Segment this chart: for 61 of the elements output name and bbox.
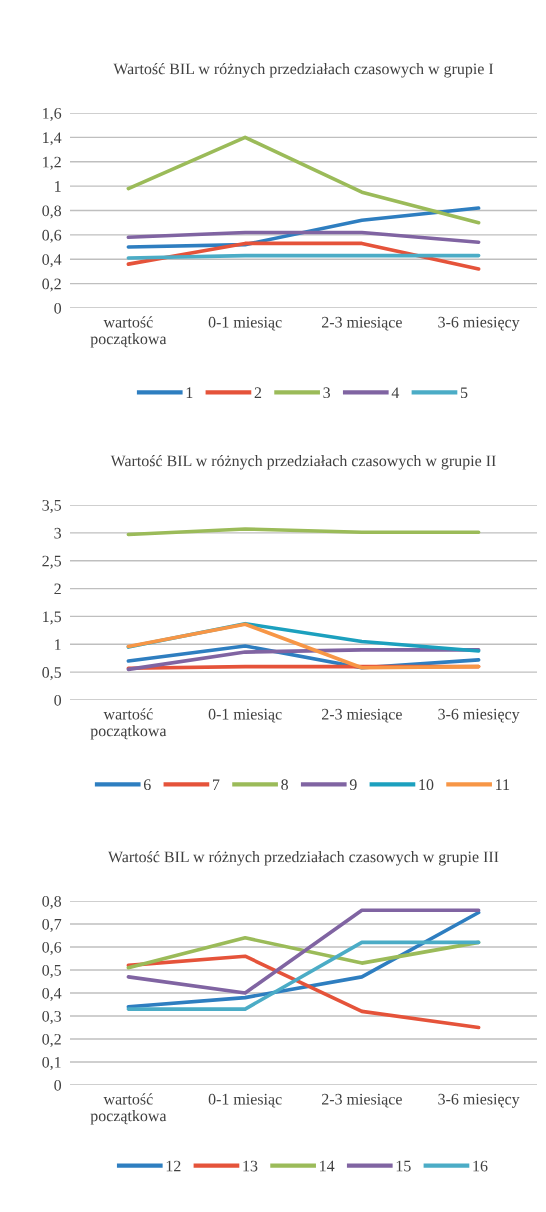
legend-label: 12 xyxy=(166,1160,181,1172)
x-tick-label: 0-1 miesiąc xyxy=(208,316,282,331)
x-tick-label: 3-6 miesięcy xyxy=(438,316,520,331)
x-tick-label: 2-3 miesiące xyxy=(322,316,402,331)
legend-label: 2 xyxy=(254,387,262,398)
x-tick-label: 0-1 miesiąc xyxy=(208,708,282,723)
legend-label: 14 xyxy=(320,1160,335,1172)
y-tick-label: 0,4 xyxy=(42,987,62,1001)
y-tick-label: 1 xyxy=(55,639,61,650)
line-series xyxy=(126,622,481,670)
legend-label: 8 xyxy=(281,779,289,791)
y-tick-label: 1,6 xyxy=(43,107,62,121)
chart-title: Wartość BIL w różnych przedziałach czasowych w grupie III xyxy=(107,851,499,866)
legend-label: 5 xyxy=(460,387,468,399)
legend-label: 11 xyxy=(496,779,510,790)
legend-label: 16 xyxy=(473,1160,488,1172)
y-tick-label: 0,4 xyxy=(42,254,62,268)
y-tick-label: 2 xyxy=(54,583,61,595)
y-tick-label: 0,6 xyxy=(42,229,62,243)
x-tick-label: 2-3 miesiące xyxy=(322,708,402,723)
y-tick-label: 0,7 xyxy=(42,918,62,932)
x-tick-label: 0-1 miesiąc xyxy=(208,1093,282,1108)
y-tick-label: 0,1 xyxy=(42,1056,61,1070)
y-tick-label: 0 xyxy=(54,694,62,706)
chart-title: Wartość BIL w różnych przedziałach czasowych w grupie II xyxy=(110,455,496,470)
legend-label: 3 xyxy=(323,387,331,399)
legend-label: 7 xyxy=(213,779,220,790)
line-series xyxy=(126,954,481,1030)
legend-label: 15 xyxy=(396,1160,411,1172)
line-series xyxy=(126,135,481,225)
y-tick-label: 3 xyxy=(54,527,62,539)
y-tick-label: 1,5 xyxy=(43,611,62,625)
legend-label: 10 xyxy=(419,779,434,791)
y-tick-label: 0,5 xyxy=(42,667,62,681)
legend-label: 1 xyxy=(186,387,193,398)
y-tick-label: 2,5 xyxy=(42,555,62,569)
legend-label: 13 xyxy=(243,1160,258,1172)
y-tick-label: 0,2 xyxy=(42,278,61,292)
legend-label: 6 xyxy=(143,779,151,791)
x-tick-label: wartość początkowa xyxy=(90,1093,167,1125)
y-tick-label: 3,5 xyxy=(42,499,62,513)
y-tick-label: 1,2 xyxy=(43,156,61,170)
x-tick-label: 3-6 miesięcy xyxy=(438,1093,520,1108)
y-tick-label: 0,6 xyxy=(42,941,62,955)
y-tick-label: 0,8 xyxy=(42,205,62,219)
y-tick-label: 0,8 xyxy=(42,895,62,909)
y-tick-label: 1,4 xyxy=(43,132,62,146)
legend-label: 4 xyxy=(391,387,400,398)
x-tick-label: wartość początkowa xyxy=(90,316,167,348)
y-tick-label: 0,3 xyxy=(42,1010,62,1024)
y-tick-label: 0,2 xyxy=(42,1033,61,1047)
line-series xyxy=(126,910,481,1009)
y-tick-label: 0,5 xyxy=(42,964,62,978)
y-tick-label: 0 xyxy=(54,1079,62,1091)
y-tick-label: 1 xyxy=(55,181,61,192)
x-tick-label: 2-3 miesiące xyxy=(322,1093,402,1108)
legend-label: 9 xyxy=(349,779,357,791)
x-tick-label: wartość początkowa xyxy=(90,708,167,740)
x-tick-label: 3-6 miesięcy xyxy=(438,708,520,723)
y-tick-label: 0 xyxy=(54,302,62,314)
chart-title: Wartość BIL w różnych przedziałach czasowych w grupie I xyxy=(113,63,494,78)
